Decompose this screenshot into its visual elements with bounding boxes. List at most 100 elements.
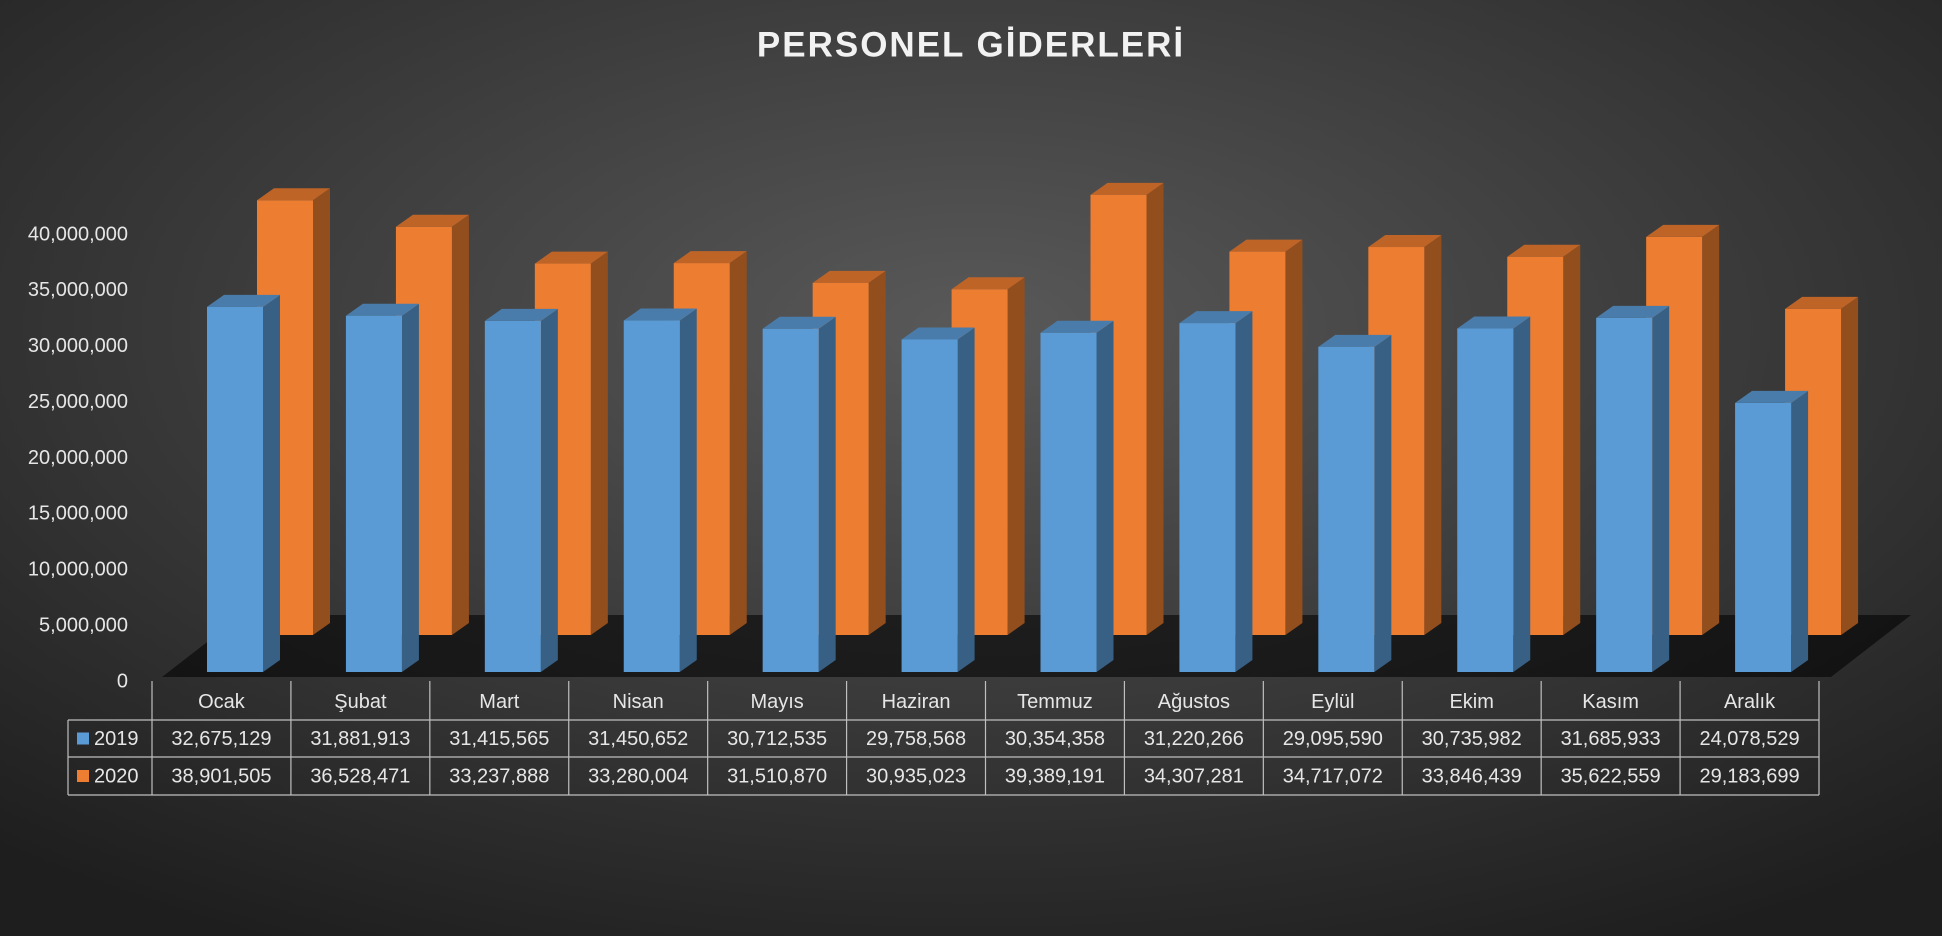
bar-top (1090, 182, 1164, 195)
table-value: 36,528,471 (310, 765, 410, 787)
bar-top (1596, 305, 1670, 318)
bar (623, 320, 680, 672)
table-value: 30,735,982 (1422, 728, 1522, 750)
bar (484, 320, 541, 672)
table-value: 31,220,266 (1144, 728, 1244, 750)
legend-swatch (77, 770, 89, 782)
bar-top (623, 308, 697, 321)
bar-side (1513, 316, 1531, 672)
bar-top (1785, 296, 1859, 309)
bar-top (345, 303, 419, 316)
table-value: 34,307,281 (1144, 765, 1244, 787)
bar (1179, 323, 1236, 672)
y-tick-label: 20,000,000 (28, 447, 128, 469)
bar-side (1285, 239, 1303, 635)
bar-top (534, 251, 608, 264)
bar (345, 315, 402, 672)
bar-side (590, 251, 608, 636)
bar-side (957, 327, 975, 672)
bar-side (1146, 182, 1164, 635)
bar-top (1318, 334, 1392, 347)
bar-top (1507, 244, 1581, 257)
bar-side (1424, 235, 1442, 635)
bar-side (679, 308, 697, 672)
bar-side (263, 294, 280, 672)
bar (901, 339, 958, 672)
table-value: 39,389,191 (1005, 765, 1105, 787)
x-tick-label: Mart (479, 691, 519, 713)
bar (207, 306, 263, 672)
bar-top (1179, 311, 1253, 324)
bar (762, 328, 819, 672)
table-value: 29,758,568 (866, 728, 966, 750)
bar-side (451, 214, 469, 635)
x-tick-label: Ocak (198, 691, 246, 713)
bar-side (1096, 320, 1114, 672)
x-tick-label: Ekim (1449, 691, 1493, 713)
bar-side (1652, 305, 1670, 672)
x-tick-label: Temmuz (1017, 691, 1093, 713)
x-tick-label: Mayıs (750, 691, 803, 713)
bar-side (540, 308, 558, 672)
table-value: 31,450,652 (588, 728, 688, 750)
table-value: 31,510,870 (727, 765, 827, 787)
bar-top (484, 308, 558, 321)
bar-side (1563, 244, 1581, 635)
table-value: 35,622,559 (1561, 765, 1661, 787)
bar-side (818, 316, 836, 672)
table-value: 29,183,699 (1699, 765, 1799, 787)
bar-side (401, 303, 419, 672)
bar-side (1007, 277, 1025, 635)
legend-label: 2019 (94, 728, 139, 750)
bar (1457, 328, 1514, 672)
y-tick-label: 0 (117, 670, 128, 692)
bar-side (1374, 334, 1392, 672)
bar-top (395, 214, 469, 227)
legend-label: 2020 (94, 765, 139, 787)
bar-side (729, 251, 747, 636)
table-value: 31,881,913 (310, 728, 410, 750)
x-tick-label: Haziran (882, 691, 951, 713)
bar-side (1791, 390, 1809, 672)
table-value: 33,237,888 (449, 765, 549, 787)
bar-top (951, 277, 1025, 290)
bar-top (673, 251, 747, 264)
bar-side (1702, 224, 1720, 635)
y-tick-label: 10,000,000 (28, 559, 128, 581)
y-tick-label: 40,000,000 (28, 223, 128, 245)
bar-top (1040, 320, 1114, 333)
x-tick-label: Kasım (1582, 691, 1639, 713)
bar (1735, 402, 1792, 672)
bar-top (1457, 316, 1531, 329)
bar-top (1735, 390, 1809, 403)
legend-swatch (77, 732, 89, 745)
bar-top (1229, 239, 1303, 252)
table-value: 30,712,535 (727, 728, 827, 750)
x-tick-label: Aralık (1724, 691, 1776, 713)
bar-top (207, 294, 280, 307)
bar-top (1646, 224, 1720, 237)
bar-side (313, 188, 330, 635)
y-tick-label: 25,000,000 (28, 391, 128, 413)
y-tick-label: 15,000,000 (28, 503, 128, 525)
bar-top (762, 316, 836, 329)
bar-side (1841, 296, 1859, 635)
bar-top (901, 327, 975, 340)
x-tick-label: Ağustos (1158, 691, 1230, 713)
bar (1318, 346, 1375, 672)
y-tick-label: 35,000,000 (28, 279, 128, 301)
bar-side (868, 270, 886, 635)
table-value: 30,935,023 (866, 765, 966, 787)
bar-top (1368, 235, 1442, 248)
bar (1596, 317, 1653, 672)
table-value: 38,901,505 (171, 765, 271, 787)
table-value: 32,675,129 (171, 728, 271, 750)
y-tick-label: 5,000,000 (39, 614, 128, 636)
table-value: 30,354,358 (1005, 728, 1105, 750)
table-value: 31,685,933 (1561, 728, 1661, 750)
x-tick-label: Eylül (1311, 691, 1354, 713)
table-value: 33,280,004 (588, 765, 688, 787)
table-value: 31,415,565 (449, 728, 549, 750)
